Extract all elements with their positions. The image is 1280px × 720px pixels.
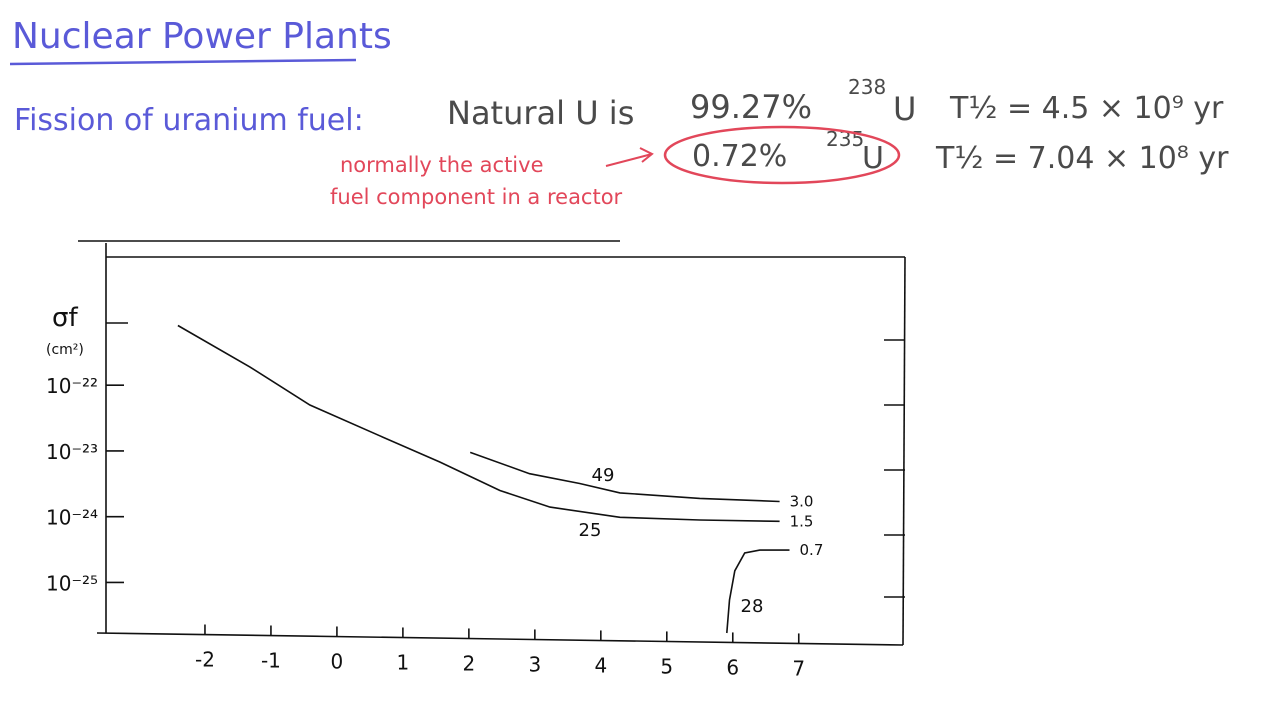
subject: Fission of uranium fuel: [14, 103, 364, 138]
x-tick-label: -2 [195, 647, 215, 671]
isotope-percent: 0.72% [692, 139, 787, 174]
x-tick-label: 6 [726, 655, 739, 679]
note: normally the active [340, 153, 544, 177]
curve [726, 549, 790, 634]
intro: Natural U is [447, 94, 634, 132]
highlight-ellipse [663, 125, 901, 185]
x-tick-label: 3 [528, 652, 541, 676]
curve [469, 451, 780, 503]
chart: σf (cm²) 10⁻²² 10⁻²³ 10⁻²⁴ 10⁻²⁵ -2 -1 0 1 2 3 4 5 6… [46, 240, 906, 680]
frame-right [902, 256, 906, 646]
isotope-symbol: U [862, 141, 884, 176]
title-underline [9, 58, 357, 66]
series-label: 49 [592, 465, 615, 486]
y-axis-label: σf [52, 303, 78, 333]
isotope-symbol: U [893, 90, 916, 128]
y-tick-label: 10⁻²³ [46, 440, 98, 464]
end-label: 0.7 [800, 541, 824, 559]
x-tick-label: 7 [792, 656, 805, 680]
y-axis-unit: (cm²) [46, 342, 84, 358]
x-tick-label: 1 [397, 650, 410, 674]
note: fuel component in a reactor [330, 185, 623, 209]
right-ticks [884, 339, 905, 598]
series-label: 25 [579, 520, 602, 541]
series-label: 28 [741, 596, 764, 617]
x-tick-label: 0 [331, 649, 344, 673]
x-axis [96, 632, 904, 646]
y-tick-label: 10⁻²⁵ [46, 571, 98, 595]
half-life: T½ = 7.04 × 10⁸ yr [935, 141, 1229, 176]
x-tick-label: 5 [660, 654, 673, 678]
x-tick-label: 2 [463, 651, 476, 675]
end-label: 3.0 [790, 493, 814, 511]
end-label: 1.5 [790, 512, 814, 530]
y-tick-label: 10⁻²² [46, 374, 98, 398]
isotope-mass: 238 [848, 75, 886, 99]
isotope-percent: 99.27% [690, 88, 812, 126]
half-life: T½ = 4.5 × 10⁹ yr [949, 91, 1224, 126]
x-tick-label: 4 [594, 653, 607, 677]
x-tick-label: -1 [261, 648, 281, 672]
title: Nuclear Power Plants [12, 16, 392, 57]
y-tick-label: 10⁻²⁴ [46, 506, 98, 530]
curve [177, 324, 780, 523]
arrow [605, 147, 654, 167]
